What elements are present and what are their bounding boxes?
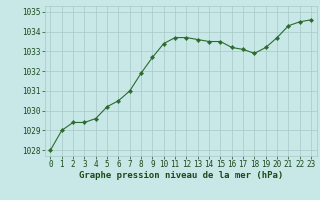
X-axis label: Graphe pression niveau de la mer (hPa): Graphe pression niveau de la mer (hPa) — [79, 171, 283, 180]
